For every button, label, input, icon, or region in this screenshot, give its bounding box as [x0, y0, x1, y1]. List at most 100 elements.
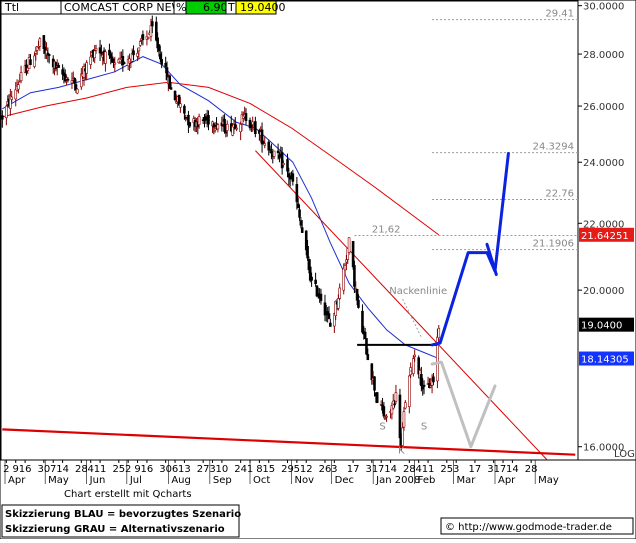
- candle-body: [156, 37, 159, 49]
- y-tick-label: 22.0000: [583, 219, 624, 230]
- candle-body: [244, 113, 248, 121]
- candle-body: [343, 265, 347, 271]
- candle-body: [353, 265, 356, 287]
- x-tick-label: 9: [134, 464, 140, 475]
- candle-body: [314, 279, 317, 284]
- candle-body: [417, 357, 420, 375]
- candle-body: [363, 331, 367, 340]
- candle-body: [347, 237, 351, 253]
- drawings-layer: Nackenlinie S K S: [357, 152, 510, 456]
- candle-body: [404, 402, 407, 409]
- candle-body: [412, 358, 415, 374]
- candle-body: [299, 220, 303, 226]
- value-badge-label: 19.0400: [581, 321, 622, 332]
- x-tick-label: 11: [94, 464, 107, 475]
- candle-body: [17, 84, 20, 90]
- log-scale-label: LOG: [614, 449, 635, 460]
- candle-body: [121, 55, 125, 66]
- candle-body: [173, 90, 177, 100]
- x-tick-label: 7: [500, 464, 506, 475]
- pct-label: %: [176, 1, 186, 14]
- candle-body: [267, 141, 271, 151]
- month-label: Mar: [456, 475, 476, 486]
- candle-body: [38, 38, 42, 47]
- x-tick-label: 14: [506, 464, 519, 475]
- candle-body: [286, 159, 289, 172]
- y-axis: 30.0000 28.0000 26.0000 24.0000 22.0000 20.00…: [578, 2, 634, 454]
- candle-body: [150, 21, 154, 27]
- candle-body: [34, 50, 38, 54]
- value-badge: [579, 351, 634, 366]
- candle-body: [184, 117, 188, 119]
- candle-body: [154, 21, 158, 41]
- candle-body: [146, 37, 150, 39]
- month-label: Nov: [295, 475, 315, 486]
- candle-body: [47, 54, 51, 56]
- candle-body: [136, 52, 139, 57]
- candle-body: [224, 131, 228, 134]
- x-tick-label: 5: [294, 464, 300, 475]
- candle-body: [375, 392, 379, 404]
- x-tick-label: 13: [178, 464, 191, 475]
- x-tick-label: 7: [50, 464, 56, 475]
- x-tick-label: 24: [234, 464, 247, 475]
- x-tick-label: 29: [281, 464, 294, 475]
- candle-body: [413, 354, 416, 357]
- month-label: Jul: [129, 475, 142, 486]
- month-label: Apr: [498, 475, 516, 486]
- candle-body: [74, 84, 78, 90]
- candle-body: [351, 241, 355, 268]
- candle-body: [57, 64, 60, 68]
- value-badge: [579, 317, 634, 332]
- long-moving-average-line: [2, 81, 440, 236]
- candle-body: [429, 385, 433, 388]
- candle-body: [401, 427, 404, 446]
- copyright: © http://www.godmode-trader.de: [445, 522, 612, 533]
- candle-body: [382, 406, 386, 417]
- candle-body: [82, 66, 86, 78]
- candle-body: [76, 88, 79, 94]
- candle-body: [357, 299, 360, 308]
- candles-layer: [1, 15, 441, 451]
- candle-body: [385, 415, 388, 418]
- x-tick-label: 16: [19, 464, 32, 475]
- candle-body: [94, 48, 98, 51]
- candle-body: [278, 155, 281, 159]
- candle-body: [432, 376, 435, 383]
- x-tick-label: 9: [13, 464, 19, 475]
- candle-body: [239, 124, 242, 133]
- x-tick-label: 14: [56, 464, 69, 475]
- level-label: 21,62: [372, 225, 401, 236]
- candle-body: [183, 105, 186, 114]
- value-badge: [579, 227, 634, 242]
- candle-body: [122, 62, 126, 64]
- candle-body: [338, 287, 342, 299]
- candle-body: [212, 123, 216, 128]
- month-label: Dec: [335, 475, 354, 486]
- candle-body: [291, 173, 295, 182]
- candle-body: [337, 298, 340, 309]
- scenario-blue-path: [430, 152, 510, 347]
- candle-body: [402, 411, 406, 428]
- candle-body: [188, 122, 192, 127]
- candle-body: [329, 322, 332, 327]
- x-tick-label: 7: [378, 464, 384, 475]
- candle-body: [263, 143, 267, 146]
- legend-blue: Skizzierung BLAU = bevorzugtes Szenario: [5, 509, 241, 520]
- candle-body: [26, 67, 30, 71]
- candle-body: [280, 152, 284, 169]
- candle-body: [398, 394, 402, 439]
- x-tick-label: 28: [75, 464, 88, 475]
- candle-body: [137, 47, 141, 52]
- x-tick-label: 28: [525, 464, 538, 475]
- header-bar: Ttl COMCAST CORP NEW % 6.90 T 19.0400: [0, 0, 286, 15]
- scenario-grey-path: [430, 360, 497, 449]
- candle-body: [207, 115, 210, 125]
- candle-body: [169, 87, 173, 90]
- candle-body: [33, 55, 36, 67]
- candle-body: [141, 34, 145, 40]
- y-tick-label: 24.0000: [583, 158, 624, 169]
